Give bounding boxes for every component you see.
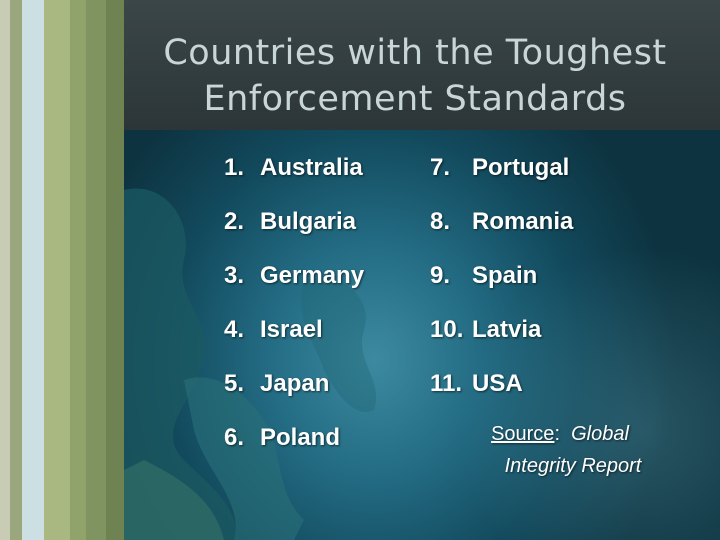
list-item: 6. Poland bbox=[224, 424, 340, 452]
decor-stripe bbox=[44, 0, 70, 540]
country-name: Bulgaria bbox=[260, 208, 357, 235]
country-name: Japan bbox=[260, 370, 330, 397]
list-item: 7. Portugal bbox=[430, 154, 569, 182]
list-number: 6. bbox=[224, 424, 245, 451]
list-item: 8. Romania bbox=[430, 208, 573, 236]
list-number: 7. bbox=[430, 154, 451, 181]
list-number: 1. bbox=[224, 154, 245, 181]
globe-background bbox=[124, 130, 720, 540]
country-name: Portugal bbox=[472, 154, 570, 181]
decor-stripe bbox=[106, 0, 124, 540]
title-line-1: Countries with the Toughest bbox=[163, 33, 667, 73]
title-band bbox=[124, 0, 720, 130]
decor-stripe bbox=[86, 0, 106, 540]
decor-stripe bbox=[10, 0, 22, 540]
globe-landmass-image bbox=[124, 188, 377, 540]
country-name: Spain bbox=[472, 262, 538, 289]
list-item: 1. Australia bbox=[224, 154, 363, 182]
decor-stripe bbox=[22, 0, 44, 540]
list-item: 3. Germany bbox=[224, 262, 364, 290]
list-number: 3. bbox=[224, 262, 245, 289]
source-text-line-1: Global bbox=[571, 423, 629, 445]
list-number: 4. bbox=[224, 316, 245, 343]
decor-stripe bbox=[70, 0, 86, 540]
title-line-2: Enforcement Standards bbox=[203, 79, 627, 119]
source-separator: : bbox=[554, 423, 560, 445]
globe-highlight bbox=[124, 130, 720, 540]
list-item: 5. Japan bbox=[224, 370, 329, 398]
source-label: Source bbox=[491, 423, 555, 445]
list-item: 9. Spain bbox=[430, 262, 537, 290]
list-number: 9. bbox=[430, 262, 451, 289]
source-citation: Source: Global Integrity Report bbox=[440, 418, 680, 482]
list-number: 8. bbox=[430, 208, 451, 235]
list-item: 4. Israel bbox=[224, 316, 323, 344]
list-number: 2. bbox=[224, 208, 245, 235]
country-name: USA bbox=[472, 370, 523, 397]
country-name: Australia bbox=[260, 154, 363, 181]
country-name: Romania bbox=[472, 208, 574, 235]
list-item: 10. Latvia bbox=[430, 316, 541, 344]
list-item: 11. USA bbox=[430, 370, 523, 398]
list-item: 2. Bulgaria bbox=[224, 208, 356, 236]
list-number: 11. bbox=[430, 370, 463, 397]
list-number: 10. bbox=[430, 316, 464, 343]
decor-stripe bbox=[0, 0, 10, 540]
country-name: Poland bbox=[260, 424, 341, 451]
source-text-line-2: Integrity Report bbox=[504, 455, 642, 477]
country-name: Germany bbox=[260, 262, 365, 289]
country-name: Israel bbox=[260, 316, 323, 343]
slide-title: Countries with the Toughest Enforcement … bbox=[124, 30, 706, 122]
list-number: 5. bbox=[224, 370, 245, 397]
country-name: Latvia bbox=[472, 316, 542, 343]
